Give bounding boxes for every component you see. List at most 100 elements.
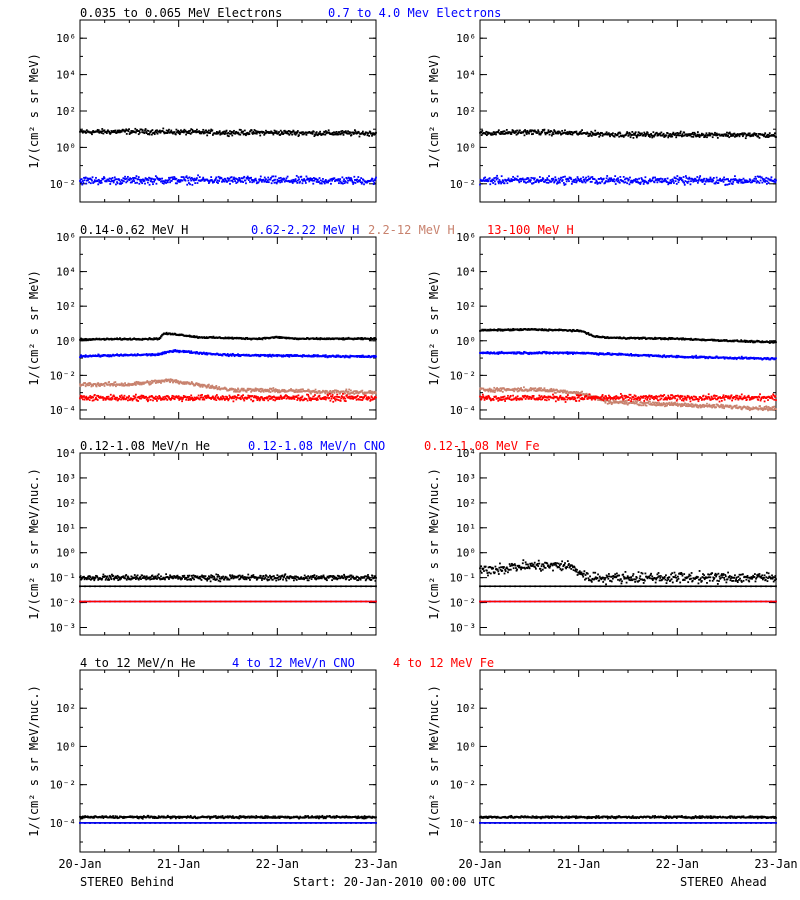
- data-point: [287, 395, 290, 398]
- data-point: [146, 397, 149, 399]
- data-point: [94, 180, 97, 183]
- data-point: [119, 337, 122, 340]
- data-point: [699, 175, 702, 177]
- data-point: [290, 180, 292, 183]
- data-point: [324, 179, 327, 181]
- data-point: [189, 398, 191, 401]
- data-point: [324, 356, 327, 358]
- data-point: [135, 175, 138, 177]
- data-point: [505, 179, 508, 182]
- data-point: [84, 337, 87, 340]
- data-point: [536, 178, 539, 181]
- data-point: [125, 128, 128, 131]
- data-point: [609, 180, 612, 182]
- data-point: [254, 396, 257, 399]
- data-point: [156, 177, 159, 180]
- data-point: [544, 133, 547, 136]
- data-point: [231, 336, 234, 339]
- data-point: [369, 131, 372, 133]
- data-point: [315, 336, 318, 339]
- data-point: [188, 182, 190, 184]
- data-point: [738, 180, 740, 183]
- data-point: [222, 132, 225, 135]
- data-point: [130, 398, 133, 400]
- data-point: [489, 183, 492, 186]
- data-point: [155, 182, 158, 185]
- data-point: [274, 175, 277, 178]
- data-point: [259, 175, 262, 178]
- data-point: [172, 132, 174, 135]
- data-point: [246, 387, 249, 390]
- data-point: [158, 130, 161, 133]
- data-point: [608, 134, 611, 136]
- data-point: [493, 177, 496, 179]
- data-point: [154, 130, 157, 133]
- data-point: [766, 180, 769, 183]
- data-point: [116, 181, 118, 184]
- data-point: [242, 398, 245, 401]
- data-point: [126, 396, 129, 399]
- data-point: [217, 182, 219, 184]
- data-point: [122, 177, 125, 180]
- data-point: [141, 131, 144, 134]
- data-point: [756, 180, 759, 182]
- data-point: [703, 177, 706, 180]
- data-point: [83, 176, 85, 179]
- data-point: [373, 338, 376, 340]
- data-point: [241, 395, 243, 398]
- data-point: [132, 398, 134, 400]
- data-point: [165, 333, 168, 335]
- data-point: [574, 178, 577, 181]
- data-point: [185, 175, 188, 178]
- data-point: [763, 135, 765, 138]
- data-point: [735, 179, 738, 182]
- data-point: [643, 179, 646, 182]
- data-point: [496, 174, 499, 177]
- data-point: [138, 397, 141, 400]
- data-point: [374, 177, 377, 180]
- data-point: [294, 354, 296, 356]
- data-point: [479, 183, 481, 186]
- data-point: [249, 395, 252, 397]
- data-point: [210, 385, 213, 388]
- data-point: [515, 131, 517, 133]
- data-point: [160, 335, 163, 338]
- data-point: [557, 181, 560, 184]
- data-point: [363, 132, 365, 135]
- data-point: [372, 183, 375, 186]
- data-point: [269, 395, 272, 398]
- data-point: [280, 396, 283, 398]
- data-point: [205, 395, 207, 397]
- data-point: [150, 353, 153, 356]
- data-point: [324, 398, 327, 401]
- data-point: [235, 182, 238, 184]
- data-point: [591, 176, 594, 178]
- data-point: [360, 177, 363, 180]
- data-point: [643, 131, 646, 134]
- data-point: [163, 180, 166, 183]
- data-point: [371, 390, 373, 393]
- data-point: [227, 179, 230, 182]
- data-point: [254, 353, 257, 356]
- data-point: [565, 180, 568, 183]
- y-tick-label: 10⁰: [456, 141, 476, 154]
- data-point: [134, 396, 137, 399]
- data-point: [503, 182, 506, 185]
- data-point: [724, 133, 727, 136]
- data-point: [193, 179, 195, 182]
- data-point: [286, 353, 288, 356]
- data-point: [144, 182, 146, 185]
- data-point: [653, 181, 656, 184]
- data-point: [518, 181, 521, 184]
- data-point: [148, 396, 150, 399]
- data-point: [560, 133, 563, 135]
- data-point: [689, 134, 692, 137]
- data-point: [112, 394, 115, 397]
- data-point: [361, 389, 364, 392]
- data-point: [357, 131, 360, 134]
- data-point: [594, 129, 597, 132]
- data-point: [238, 128, 241, 131]
- data-point: [123, 338, 125, 341]
- data-point: [211, 395, 214, 398]
- data-point: [480, 131, 483, 134]
